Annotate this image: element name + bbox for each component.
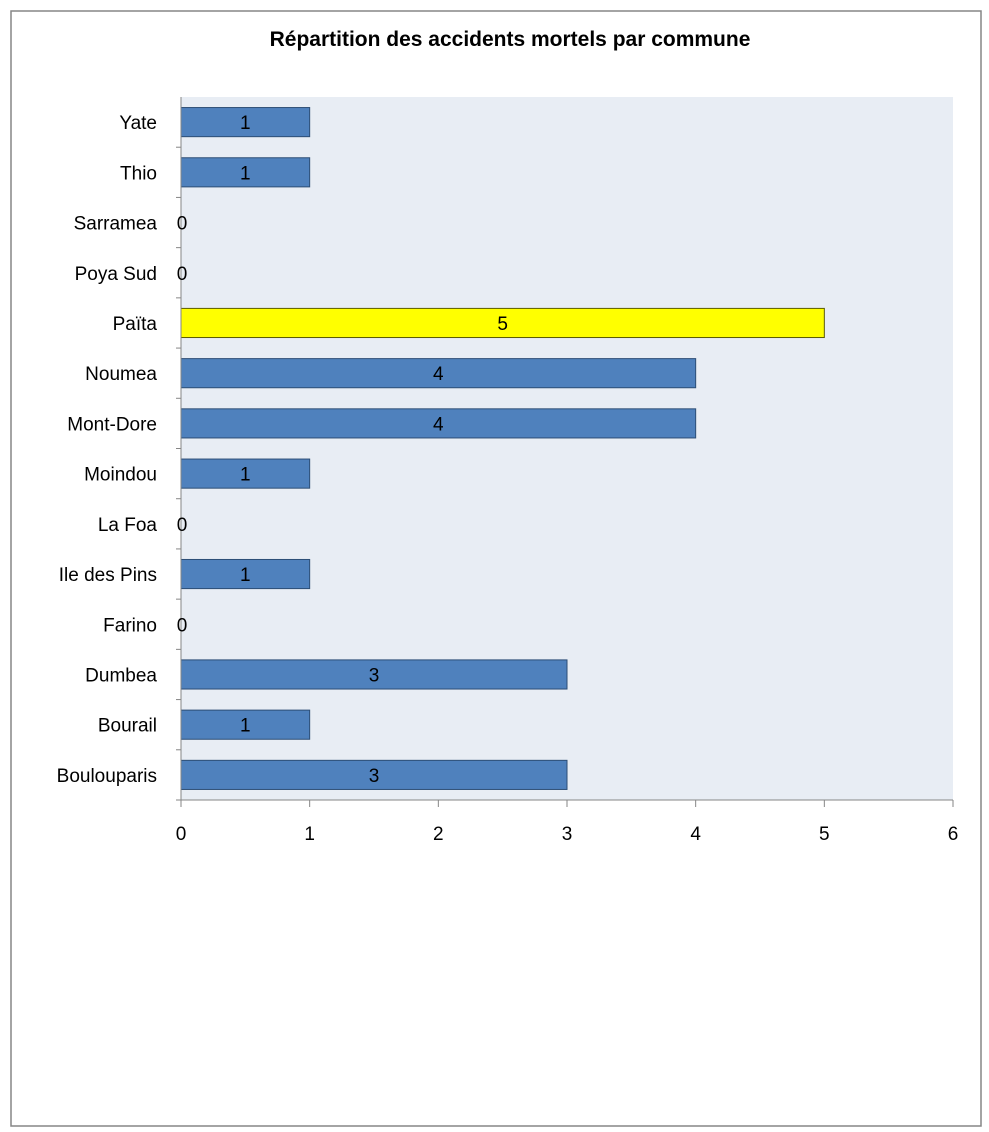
data-label-mont-dore: 4 xyxy=(433,414,444,435)
category-label-noumea: Noumea xyxy=(85,364,157,385)
category-label-la-foa: La Foa xyxy=(98,515,158,536)
x-tick-label-3: 3 xyxy=(562,824,573,845)
x-tick-label-1: 1 xyxy=(304,824,315,845)
data-label-la-foa: 0 xyxy=(177,515,188,536)
category-label-dumbea: Dumbea xyxy=(85,665,157,686)
x-tick-label-0: 0 xyxy=(176,824,187,845)
axes-layer xyxy=(176,97,954,807)
category-label-moindou: Moindou xyxy=(84,465,157,486)
bar-mont-dore xyxy=(180,408,697,439)
data-label-thio: 1 xyxy=(240,163,251,184)
labels-layer: Boulouparis 3 Bourail 1 Dumbea 3 Farino 0 Ile de… xyxy=(57,113,959,845)
data-label-moindou: 1 xyxy=(240,465,251,486)
category-label-thio: Thio xyxy=(120,163,157,184)
data-label-bourail: 1 xyxy=(240,716,251,737)
bar-dumbea xyxy=(180,659,568,690)
category-label-yate: Yate xyxy=(119,113,157,134)
category-label-mont-dore: Mont-Dore xyxy=(67,414,157,435)
category-label-ile-des-pins: Ile des Pins xyxy=(59,565,157,586)
bar-bourail xyxy=(180,709,311,740)
x-tick-label-6: 6 xyxy=(948,824,959,845)
category-label-sarramea: Sarramea xyxy=(74,214,158,235)
data-label-farino: 0 xyxy=(177,615,188,636)
data-label-sarramea: 0 xyxy=(177,214,188,235)
bars-layer xyxy=(180,107,825,790)
category-label-boulouparis: Boulouparis xyxy=(57,766,157,787)
bar-ile-des-pins xyxy=(180,558,311,590)
category-label-bourail: Bourail xyxy=(98,716,157,737)
data-label-yate: 1 xyxy=(240,113,251,134)
bar-thio xyxy=(180,157,311,188)
data-label-ile-des-pins: 1 xyxy=(240,565,251,586)
bar-boulouparis xyxy=(180,759,568,790)
bar-yate xyxy=(180,107,311,138)
data-label-poya-sud: 0 xyxy=(177,264,188,285)
data-label-boulouparis: 3 xyxy=(369,766,380,787)
category-label-poya-sud: Poya Sud xyxy=(75,264,157,285)
data-label-noumea: 4 xyxy=(433,364,444,385)
category-label-farino: Farino xyxy=(103,615,157,636)
data-label-dumbea: 3 xyxy=(369,665,380,686)
category-label-pa-ta: Païta xyxy=(113,314,158,335)
x-tick-label-4: 4 xyxy=(690,824,701,845)
x-tick-label-2: 2 xyxy=(433,824,444,845)
plot-area xyxy=(181,97,953,800)
data-label-pa-ta: 5 xyxy=(497,314,508,335)
chart-title: Répartition des accidents mortels par co… xyxy=(270,28,751,51)
x-tick-label-5: 5 xyxy=(819,824,830,845)
